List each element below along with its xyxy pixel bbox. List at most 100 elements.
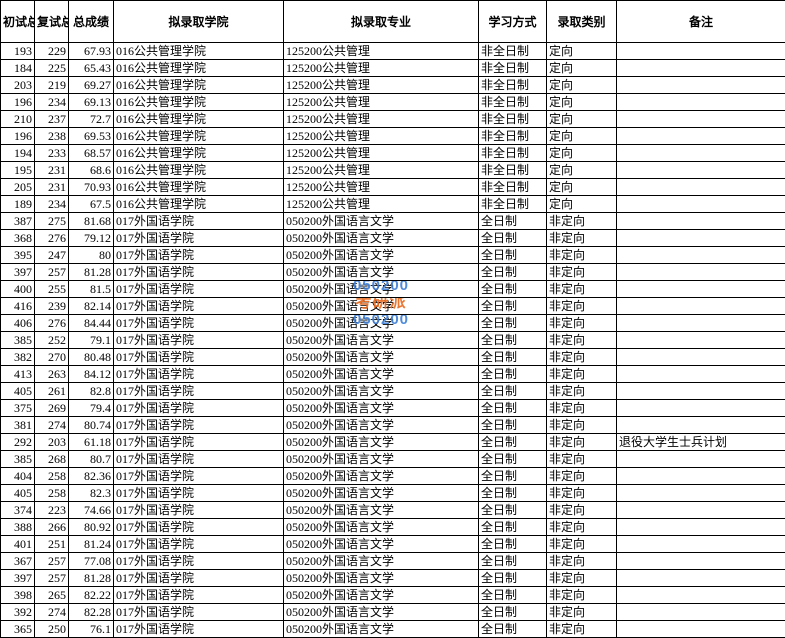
- cell-c4: 017外国语学院: [114, 536, 284, 553]
- cell-c8: [617, 162, 785, 179]
- cell-c7: 非定向: [547, 366, 617, 383]
- cell-c2: 266: [35, 519, 69, 536]
- cell-c3: 84.44: [69, 315, 114, 332]
- cell-c7: 非定向: [547, 417, 617, 434]
- cell-c1: 405: [1, 485, 35, 502]
- cell-c1: 406: [1, 315, 35, 332]
- cell-c4: 017外国语学院: [114, 417, 284, 434]
- cell-c5: 050200外国语言文学: [284, 247, 479, 264]
- cell-c8: [617, 43, 785, 60]
- cell-c3: 79.12: [69, 230, 114, 247]
- table-row: 40025581.5017外国语学院050200外国语言文学050200全日制非…: [1, 281, 785, 298]
- cell-c5: 050200外国语言文学: [284, 502, 479, 519]
- cell-c7: 非定向: [547, 451, 617, 468]
- cell-c6: 全日制: [479, 451, 547, 468]
- cell-c6: 全日制: [479, 519, 547, 536]
- cell-c4: 016公共管理学院: [114, 145, 284, 162]
- cell-c6: 全日制: [479, 621, 547, 638]
- cell-c4: 016公共管理学院: [114, 94, 284, 111]
- header-college: 拟录取学院: [114, 1, 284, 43]
- cell-c1: 195: [1, 162, 35, 179]
- cell-c4: 016公共管理学院: [114, 43, 284, 60]
- table-row: 36827679.12017外国语学院050200外国语言文学全日制非定向: [1, 230, 785, 247]
- cell-c8: [617, 383, 785, 400]
- cell-c7: 非定向: [547, 519, 617, 536]
- cell-c4: 017外国语学院: [114, 468, 284, 485]
- table-row: 18422565.43016公共管理学院125200公共管理非全日制定向: [1, 60, 785, 77]
- cell-c2: 238: [35, 128, 69, 145]
- cell-c3: 74.66: [69, 502, 114, 519]
- cell-c3: 69.27: [69, 77, 114, 94]
- cell-c3: 65.43: [69, 60, 114, 77]
- cell-c4: 017外国语学院: [114, 553, 284, 570]
- cell-c2: 250: [35, 621, 69, 638]
- cell-c2: 261: [35, 383, 69, 400]
- cell-c4: 016公共管理学院: [114, 77, 284, 94]
- cell-c5: 050200外国语言文学: [284, 485, 479, 502]
- cell-c7: 定向: [547, 43, 617, 60]
- cell-c6: 全日制: [479, 570, 547, 587]
- cell-c2: 270: [35, 349, 69, 366]
- cell-c2: 274: [35, 417, 69, 434]
- cell-c1: 397: [1, 264, 35, 281]
- cell-c5: 050200外国语言文学: [284, 264, 479, 281]
- cell-c3: 80: [69, 247, 114, 264]
- cell-c5: 050200外国语言文学: [284, 383, 479, 400]
- cell-c7: 非定向: [547, 587, 617, 604]
- cell-c6: 全日制: [479, 400, 547, 417]
- cell-c8: [617, 247, 785, 264]
- cell-c1: 404: [1, 468, 35, 485]
- cell-c8: [617, 349, 785, 366]
- cell-c2: 247: [35, 247, 69, 264]
- cell-c4: 016公共管理学院: [114, 60, 284, 77]
- cell-c8: [617, 315, 785, 332]
- table-body: 19322967.93016公共管理学院125200公共管理非全日制定向1842…: [1, 43, 785, 638]
- cell-c1: 203: [1, 77, 35, 94]
- cell-c1: 398: [1, 587, 35, 604]
- cell-c8: 退役大学生士兵计划: [617, 434, 785, 451]
- cell-c8: [617, 451, 785, 468]
- cell-c4: 016公共管理学院: [114, 111, 284, 128]
- cell-c6: 非全日制: [479, 94, 547, 111]
- cell-c3: 84.12: [69, 366, 114, 383]
- cell-c5: 050200外国语言文学: [284, 587, 479, 604]
- cell-c2: 234: [35, 196, 69, 213]
- cell-c7: 定向: [547, 128, 617, 145]
- cell-c7: 非定向: [547, 213, 617, 230]
- cell-c3: 76.1: [69, 621, 114, 638]
- header-remarks: 备注: [617, 1, 785, 43]
- cell-c1: 374: [1, 502, 35, 519]
- cell-c2: 265: [35, 587, 69, 604]
- table-row: 36725777.08017外国语学院050200外国语言文学全日制非定向: [1, 553, 785, 570]
- cell-c6: 全日制: [479, 587, 547, 604]
- cell-c7: 定向: [547, 94, 617, 111]
- cell-c2: 268: [35, 451, 69, 468]
- cell-c6: 非全日制: [479, 145, 547, 162]
- table-row: 41326384.12017外国语学院050200外国语言文学全日制非定向: [1, 366, 785, 383]
- cell-c5: 050200外国语言文学: [284, 434, 479, 451]
- cell-c2: 231: [35, 179, 69, 196]
- cell-c4: 017外国语学院: [114, 485, 284, 502]
- cell-c7: 非定向: [547, 434, 617, 451]
- table-row: 37526979.4017外国语学院050200外国语言文学全日制非定向: [1, 400, 785, 417]
- cell-c2: 276: [35, 315, 69, 332]
- cell-c4: 016公共管理学院: [114, 128, 284, 145]
- cell-c6: 全日制: [479, 247, 547, 264]
- cell-c2: 239: [35, 298, 69, 315]
- cell-c3: 82.3: [69, 485, 114, 502]
- cell-c4: 017外国语学院: [114, 264, 284, 281]
- cell-c6: 非全日制: [479, 77, 547, 94]
- cell-c8: [617, 570, 785, 587]
- cell-c5: 050200外国语言文学: [284, 417, 479, 434]
- cell-c3: 68.57: [69, 145, 114, 162]
- cell-c4: 016公共管理学院: [114, 179, 284, 196]
- cell-c5: 050200外国语言文学: [284, 621, 479, 638]
- cell-c8: [617, 264, 785, 281]
- header-admission-type: 录取类别: [547, 1, 617, 43]
- cell-c7: 非定向: [547, 485, 617, 502]
- cell-c5: 050200外国语言文学: [284, 332, 479, 349]
- cell-c8: [617, 519, 785, 536]
- cell-c1: 397: [1, 570, 35, 587]
- cell-c8: [617, 485, 785, 502]
- cell-c5: 050200外国语言文学: [284, 553, 479, 570]
